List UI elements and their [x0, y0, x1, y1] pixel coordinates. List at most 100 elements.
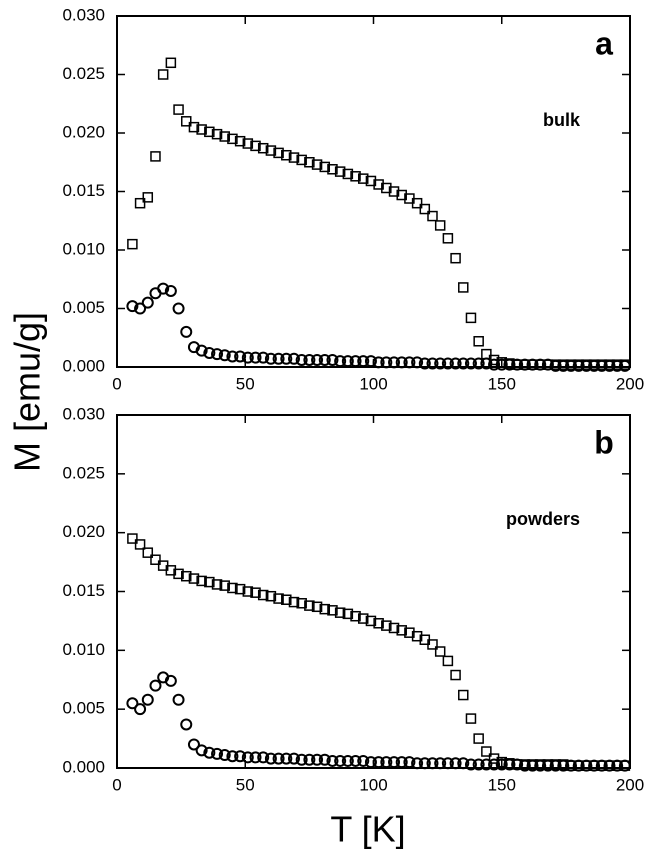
circle-marker: [272, 352, 285, 365]
circle-marker: [403, 756, 416, 769]
square-marker: [204, 576, 215, 588]
circle-marker: [618, 359, 631, 372]
circle-marker: [264, 352, 277, 365]
y-tick-label: 0.025: [62, 64, 105, 83]
square-marker: [288, 152, 300, 163]
square-marker: [181, 570, 192, 582]
circle-marker: [195, 744, 208, 757]
circle-marker: [226, 350, 239, 363]
plot-frame: [116, 15, 631, 368]
square-marker: [311, 601, 323, 613]
circle-marker: [380, 356, 393, 369]
y-tick-label: 0.015: [62, 181, 105, 200]
square-marker: [150, 554, 161, 565]
circle-marker: [134, 703, 147, 716]
circle-marker: [280, 752, 293, 765]
circle-marker: [249, 351, 262, 364]
y-tick-label: 0.025: [62, 463, 105, 482]
circle-marker: [211, 747, 224, 760]
circle-marker: [241, 351, 254, 364]
square-marker: [411, 197, 423, 209]
square-marker: [134, 197, 146, 209]
square-marker: [342, 168, 354, 180]
y-tick-label: 0.030: [62, 5, 105, 24]
x-tick-label: 0: [112, 775, 121, 794]
circle-marker: [618, 759, 631, 772]
square-marker: [250, 140, 261, 152]
circle-marker: [403, 356, 416, 369]
y-tick-label: 0.015: [62, 581, 105, 600]
circle-marker: [549, 359, 562, 372]
square-marker: [327, 164, 338, 175]
square-marker: [334, 607, 346, 618]
circle-marker: [526, 358, 539, 371]
square-marker: [450, 252, 461, 264]
square-marker: [311, 159, 323, 170]
circle-marker: [203, 346, 216, 359]
square-marker: [142, 192, 154, 203]
circle-marker: [280, 352, 293, 365]
y-tick-label: 0.030: [62, 404, 105, 423]
square-marker: [281, 594, 292, 605]
square-marker: [265, 590, 277, 602]
x-tick-label: 150: [488, 775, 516, 794]
circle-marker: [303, 753, 316, 766]
square-marker: [219, 580, 230, 591]
circle-marker: [411, 757, 424, 770]
plot-frame: [116, 414, 631, 769]
square-marker: [234, 583, 246, 595]
circle-marker: [457, 757, 470, 770]
square-marker: [173, 568, 184, 580]
circle-marker: [534, 759, 547, 772]
circle-marker: [395, 356, 408, 369]
circle-marker: [411, 356, 424, 369]
square-marker: [142, 547, 154, 558]
x-tick-label: 100: [359, 775, 387, 794]
y-tick-label: 0.005: [62, 699, 105, 718]
square-marker: [481, 746, 492, 757]
square-marker: [365, 615, 377, 627]
circle-marker: [418, 357, 431, 370]
circle-marker: [249, 751, 262, 764]
square-marker: [257, 589, 269, 601]
circle-marker: [418, 757, 431, 770]
circle-marker: [426, 757, 439, 770]
circle-marker: [565, 359, 578, 372]
square-marker: [350, 171, 361, 182]
circle-marker: [172, 302, 185, 315]
circle-marker: [441, 357, 454, 370]
circle-marker: [518, 358, 531, 371]
circle-marker: [464, 357, 477, 370]
square-marker: [227, 582, 238, 594]
circle-marker: [203, 746, 216, 759]
circle-marker: [488, 358, 501, 371]
x-tick-label: 0: [112, 374, 121, 393]
circle-marker: [126, 697, 139, 710]
y-tick-label: 0.000: [62, 757, 105, 776]
square-marker: [211, 128, 223, 140]
x-tick-label: 50: [236, 374, 255, 393]
circle-marker: [426, 357, 439, 370]
circle-marker: [295, 353, 308, 366]
square-marker: [319, 161, 331, 173]
square-marker: [427, 639, 438, 650]
circle-marker: [357, 355, 370, 368]
square-marker: [165, 57, 177, 69]
square-marker: [411, 630, 423, 642]
circle-marker: [557, 759, 570, 772]
square-marker: [357, 613, 369, 624]
circle-marker: [580, 359, 593, 372]
square-marker: [181, 116, 192, 127]
circle-marker: [449, 757, 462, 770]
circle-marker: [303, 353, 316, 366]
circle-marker: [480, 357, 493, 370]
square-marker: [188, 573, 200, 584]
annotation: bulk: [543, 110, 581, 130]
circle-marker: [434, 357, 447, 370]
square-marker: [458, 689, 469, 701]
square-marker: [381, 182, 392, 194]
circle-marker: [257, 751, 270, 764]
square-marker: [196, 124, 207, 135]
x-tick-label: 50: [236, 775, 255, 794]
circle-marker: [172, 693, 185, 706]
